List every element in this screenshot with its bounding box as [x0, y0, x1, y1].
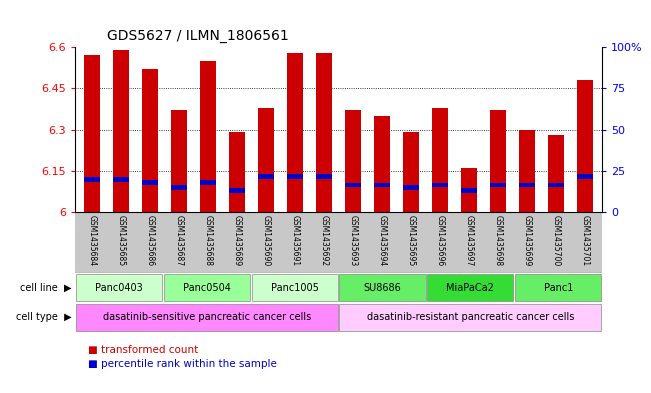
Bar: [287, 174, 303, 179]
Text: GSM1435686: GSM1435686: [146, 215, 155, 266]
Text: GSM1435700: GSM1435700: [551, 215, 561, 266]
Bar: [76, 304, 338, 331]
Text: GSM1435689: GSM1435689: [232, 215, 242, 266]
Text: GSM1435690: GSM1435690: [262, 215, 271, 266]
Bar: [142, 69, 158, 212]
Bar: [258, 108, 274, 212]
Text: GSM1435695: GSM1435695: [406, 215, 415, 266]
Bar: [374, 182, 390, 187]
Bar: [515, 274, 602, 301]
Text: GSM1435691: GSM1435691: [290, 215, 299, 266]
Bar: [171, 110, 187, 212]
Bar: [577, 80, 593, 212]
Bar: [163, 274, 250, 301]
Text: GSM1435688: GSM1435688: [204, 215, 213, 266]
Bar: [427, 274, 514, 301]
Text: dasatinib-resistant pancreatic cancer cells: dasatinib-resistant pancreatic cancer ce…: [367, 312, 574, 322]
Text: Panc1005: Panc1005: [271, 283, 318, 293]
Text: GSM1435701: GSM1435701: [580, 215, 589, 266]
Bar: [142, 180, 158, 185]
Bar: [84, 177, 100, 182]
Bar: [577, 174, 593, 179]
Text: GSM1435692: GSM1435692: [320, 215, 329, 266]
Bar: [403, 132, 419, 212]
Text: GSM1435684: GSM1435684: [88, 215, 97, 266]
Bar: [490, 110, 506, 212]
Bar: [461, 188, 477, 193]
Bar: [113, 177, 129, 182]
Text: Panc0403: Panc0403: [95, 283, 143, 293]
Bar: [339, 274, 426, 301]
Text: ■ transformed count: ■ transformed count: [88, 345, 198, 355]
Text: dasatinib-sensitive pancreatic cancer cells: dasatinib-sensitive pancreatic cancer ce…: [103, 312, 311, 322]
Text: GSM1435697: GSM1435697: [464, 215, 473, 266]
Text: GDS5627 / ILMN_1806561: GDS5627 / ILMN_1806561: [107, 29, 289, 43]
Bar: [171, 185, 187, 190]
Bar: [316, 53, 332, 212]
Bar: [345, 110, 361, 212]
Bar: [403, 185, 419, 190]
Bar: [339, 304, 602, 331]
Bar: [432, 108, 448, 212]
Text: GSM1435693: GSM1435693: [348, 215, 357, 266]
Bar: [345, 182, 361, 187]
Bar: [84, 55, 100, 212]
Text: GSM1435698: GSM1435698: [493, 215, 503, 266]
Text: GSM1435687: GSM1435687: [174, 215, 184, 266]
Bar: [316, 174, 332, 179]
Text: GSM1435696: GSM1435696: [436, 215, 445, 266]
Bar: [519, 182, 535, 187]
Bar: [251, 274, 338, 301]
Text: GSM1435685: GSM1435685: [117, 215, 126, 266]
Bar: [76, 274, 162, 301]
Bar: [229, 132, 245, 212]
Bar: [200, 61, 216, 212]
Bar: [432, 182, 448, 187]
Bar: [258, 174, 274, 179]
Text: MiaPaCa2: MiaPaCa2: [447, 283, 494, 293]
Text: Panc1: Panc1: [544, 283, 573, 293]
Text: cell type  ▶: cell type ▶: [16, 312, 72, 322]
Text: ■ percentile rank within the sample: ■ percentile rank within the sample: [88, 359, 277, 369]
Bar: [490, 182, 506, 187]
Bar: [461, 168, 477, 212]
Bar: [548, 182, 564, 187]
Bar: [200, 180, 216, 185]
Bar: [374, 116, 390, 212]
Text: Panc0504: Panc0504: [183, 283, 230, 293]
Text: cell line  ▶: cell line ▶: [20, 283, 72, 293]
Bar: [229, 188, 245, 193]
Text: SU8686: SU8686: [364, 283, 401, 293]
Bar: [519, 130, 535, 212]
Bar: [113, 50, 129, 212]
Text: GSM1435694: GSM1435694: [378, 215, 387, 266]
Text: GSM1435699: GSM1435699: [522, 215, 531, 266]
Bar: [287, 53, 303, 212]
Bar: [548, 135, 564, 212]
